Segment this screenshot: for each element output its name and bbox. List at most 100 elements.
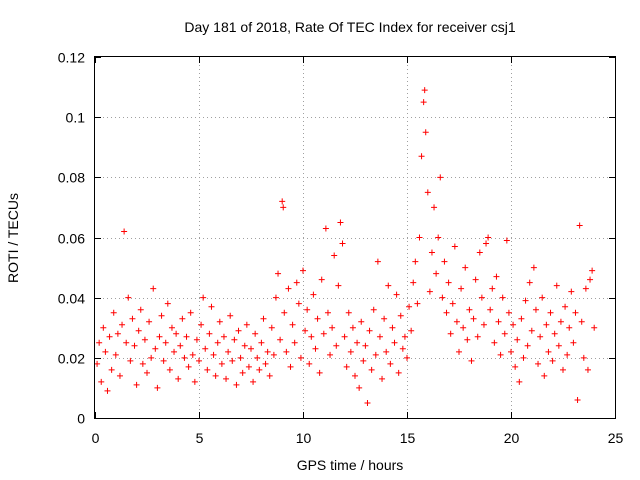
data-point bbox=[137, 306, 144, 313]
data-point bbox=[333, 342, 340, 349]
data-point bbox=[530, 264, 537, 271]
data-point bbox=[532, 306, 539, 313]
data-point bbox=[512, 363, 519, 370]
data-point bbox=[225, 348, 232, 355]
data-point bbox=[166, 366, 173, 373]
data-point bbox=[96, 339, 103, 346]
data-point bbox=[106, 333, 113, 340]
data-point bbox=[189, 351, 196, 358]
data-point bbox=[156, 333, 163, 340]
data-point bbox=[173, 330, 180, 337]
data-point bbox=[258, 339, 265, 346]
data-point bbox=[591, 324, 598, 331]
data-point bbox=[337, 219, 344, 226]
data-point bbox=[241, 342, 248, 349]
data-point bbox=[410, 279, 417, 286]
data-point bbox=[505, 309, 512, 316]
data-point bbox=[574, 396, 581, 403]
data-point bbox=[270, 351, 277, 358]
data-point bbox=[395, 369, 402, 376]
y-tick-label: 0.02 bbox=[58, 351, 85, 367]
data-point bbox=[300, 267, 306, 274]
data-point bbox=[370, 306, 377, 313]
data-point bbox=[578, 318, 585, 325]
data-point bbox=[443, 309, 450, 316]
data-point bbox=[568, 288, 575, 295]
data-point bbox=[181, 354, 188, 361]
data-point bbox=[204, 366, 211, 373]
data-point bbox=[447, 330, 454, 337]
data-point bbox=[316, 369, 323, 376]
data-point bbox=[245, 363, 252, 370]
data-point bbox=[283, 348, 290, 355]
data-point bbox=[198, 321, 205, 328]
data-point bbox=[356, 384, 363, 391]
data-point bbox=[474, 333, 481, 340]
data-point bbox=[100, 324, 107, 331]
data-point bbox=[451, 243, 458, 250]
data-point bbox=[412, 258, 419, 265]
data-point bbox=[308, 333, 315, 340]
data-point bbox=[547, 309, 554, 316]
data-point bbox=[262, 360, 269, 367]
data-point bbox=[150, 285, 157, 292]
data-point bbox=[168, 324, 175, 331]
data-point bbox=[314, 315, 321, 322]
data-point bbox=[560, 366, 566, 373]
data-point bbox=[418, 153, 425, 160]
data-point bbox=[329, 324, 336, 331]
data-point bbox=[445, 279, 452, 286]
data-point bbox=[110, 309, 117, 316]
data-point bbox=[114, 330, 121, 337]
data-point bbox=[360, 357, 367, 364]
data-point bbox=[483, 240, 490, 247]
data-point bbox=[485, 234, 492, 241]
data-point bbox=[193, 336, 200, 343]
x-tick-label: 25 bbox=[608, 430, 624, 446]
data-point bbox=[497, 351, 504, 358]
data-point bbox=[135, 327, 142, 334]
data-point bbox=[260, 315, 267, 322]
data-point bbox=[324, 309, 331, 316]
data-point bbox=[183, 333, 190, 340]
data-point bbox=[235, 327, 242, 334]
data-point bbox=[456, 348, 462, 355]
data-point bbox=[364, 399, 371, 406]
data-point bbox=[416, 234, 423, 241]
data-point bbox=[431, 204, 438, 211]
data-point bbox=[383, 348, 390, 355]
data-point bbox=[237, 354, 244, 361]
data-point bbox=[347, 348, 354, 355]
data-point bbox=[584, 366, 591, 373]
data-point bbox=[141, 336, 148, 343]
plot-frame bbox=[94, 56, 616, 419]
data-point bbox=[218, 360, 225, 367]
data-point bbox=[293, 279, 300, 286]
data-point bbox=[144, 369, 150, 376]
data-point bbox=[127, 357, 134, 364]
data-point bbox=[491, 339, 498, 346]
data-point bbox=[216, 318, 223, 325]
y-tick-label: 0.12 bbox=[58, 50, 85, 66]
data-point bbox=[522, 297, 529, 304]
data-point bbox=[285, 285, 292, 292]
data-point bbox=[320, 330, 327, 337]
data-point bbox=[580, 354, 587, 361]
data-point bbox=[562, 303, 569, 310]
data-point bbox=[289, 321, 296, 328]
data-point bbox=[453, 318, 460, 325]
data-point bbox=[191, 378, 198, 385]
data-point bbox=[154, 384, 161, 391]
data-point bbox=[433, 270, 440, 277]
data-point bbox=[545, 348, 552, 355]
data-point bbox=[297, 354, 304, 361]
data-point bbox=[428, 249, 435, 256]
data-point bbox=[318, 276, 325, 283]
data-point bbox=[449, 300, 456, 307]
y-axis-label: ROTI / TECUs bbox=[5, 193, 21, 283]
y-tick-label: 0 bbox=[77, 411, 85, 427]
data-point bbox=[406, 303, 413, 310]
data-point bbox=[352, 372, 358, 379]
data-point bbox=[526, 279, 533, 286]
data-point bbox=[493, 273, 500, 280]
